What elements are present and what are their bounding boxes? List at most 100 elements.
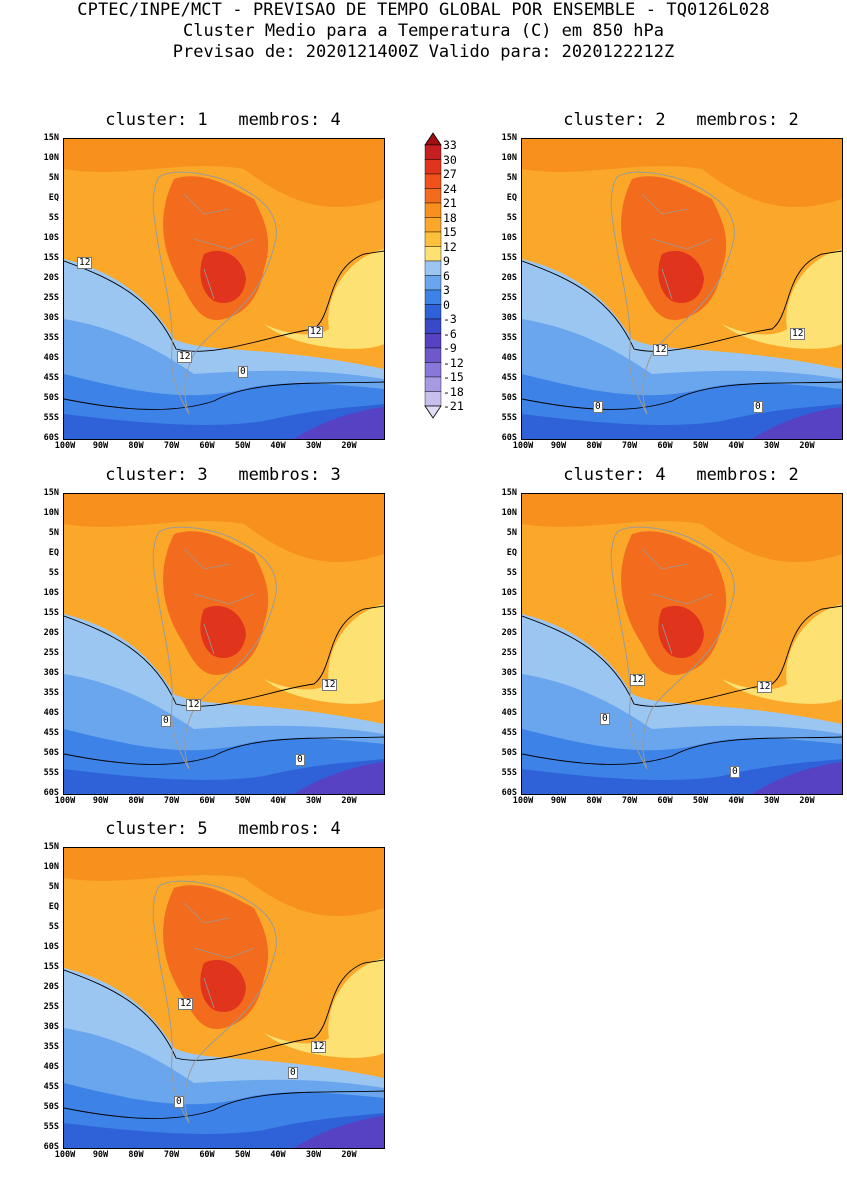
lon-tick-label: 100W (512, 796, 534, 806)
lat-tick-label: 10S (501, 233, 517, 243)
lat-tick-label: 15S (501, 608, 517, 618)
contour-12 (522, 605, 842, 707)
lat-tick-label: 55S (501, 768, 517, 778)
colorbar-label: 30 (443, 152, 457, 167)
colorbar-swatch (424, 391, 442, 407)
lat-tick-label: 10S (43, 233, 59, 243)
lon-tick-label: 80W (128, 1150, 144, 1160)
lat-tick-label: 15S (43, 608, 59, 618)
lon-tick-label: 40W (270, 441, 286, 451)
lat-tick-label: 15N (43, 842, 59, 852)
field-frigid-band (64, 1113, 384, 1148)
cluster-panel-2: cluster: 2 membros: 2 15N 10N 5N EQ 5S 10S 15S 2… (502, 110, 847, 478)
cluster-panel-4: cluster: 4 membros: 2 15N 10N 5N EQ 5S 10S 15S 2… (502, 465, 847, 833)
field-mild-band (264, 958, 384, 1058)
colorbar-ramp (424, 132, 442, 419)
lat-tick-label: 30S (43, 313, 59, 323)
colorbar-swatch (424, 275, 442, 291)
colorbar-top-arrow (424, 132, 442, 146)
colorbar-swatch (424, 376, 442, 392)
lon-tick-label: 60W (657, 796, 673, 806)
lon-tick-label: 100W (54, 796, 76, 806)
contour-12 (64, 959, 384, 1061)
lat-tick-label: 50S (501, 748, 517, 758)
colorbar-label: -6 (443, 326, 457, 341)
map-field (64, 848, 384, 1148)
field-frigid-band (64, 759, 384, 794)
field-hot-band (64, 848, 384, 917)
lat-tick-label: 50S (43, 1102, 59, 1112)
contour-label: 12 (308, 326, 324, 338)
lat-tick-label: 50S (43, 748, 59, 758)
lat-tick-label: 25S (43, 293, 59, 303)
colorbar-label: 15 (443, 225, 457, 239)
lat-tick-label: 15S (43, 962, 59, 972)
colorbar-label: -9 (443, 341, 457, 355)
lat-tick-label: 5S (48, 568, 59, 578)
colorbar-label: 0 (443, 297, 450, 312)
lat-tick-label: 5N (48, 173, 59, 183)
field-core-hot (200, 605, 246, 658)
contour-0 (64, 1090, 384, 1119)
lon-tick-label: 30W (763, 796, 780, 806)
lat-tick-label: 20S (43, 273, 59, 283)
contour-label: 12 (186, 699, 202, 711)
lon-tick-label: 30W (763, 441, 780, 451)
lon-tick-label: 70W (621, 441, 638, 451)
lon-tick-label: 50W (234, 796, 251, 806)
field-frigid-band (522, 759, 842, 794)
lat-tick-label: 20S (501, 273, 517, 283)
cluster-panel-5: cluster: 5 membros: 4 15N 10N 5N EQ 5S 10S 15S 2… (44, 819, 447, 1187)
lat-tick-label: 25S (501, 648, 517, 658)
lon-tick-label: 80W (128, 796, 144, 806)
lat-tick-label: 55S (43, 768, 59, 778)
colorbar-swatch (424, 159, 442, 175)
temperature-map (521, 493, 843, 795)
field-mild-band (264, 249, 384, 349)
field-core-hot (200, 250, 246, 303)
lat-tick-label: 25S (43, 1002, 59, 1012)
lat-tick-label: 30S (501, 313, 517, 323)
lat-tick-label: 30S (43, 1022, 59, 1032)
lat-tick-label: EQ (48, 902, 59, 912)
lat-tick-label: 10S (43, 588, 59, 598)
temperature-map (521, 138, 843, 440)
colorbar-label: -12 (443, 355, 464, 370)
colorbar-label: 24 (443, 181, 457, 196)
lon-tick-label: 90W (92, 796, 109, 806)
lat-tick-label: 35S (43, 333, 59, 343)
lat-tick-label: 15S (501, 253, 517, 263)
borders (183, 902, 255, 1009)
map-field (64, 494, 384, 794)
contour-12 (522, 250, 842, 352)
contour-label: 12 (178, 998, 194, 1010)
contour-0 (64, 736, 384, 765)
lat-tick-label: 45S (43, 373, 59, 383)
lon-tick-label: 100W (54, 441, 76, 451)
colorbar-swatch (424, 260, 442, 276)
lat-tick-label: 20S (43, 628, 59, 638)
lat-tick-label: 15N (501, 133, 517, 143)
lon-tick-label: 20W (341, 796, 357, 806)
lon-tick-label: 100W (512, 441, 534, 451)
colorbar-swatch (424, 333, 442, 349)
colorbar-label: 33 (443, 138, 457, 152)
lat-tick-label: EQ (48, 193, 59, 203)
lon-tick-label: 40W (270, 1150, 286, 1160)
contour-label: 0 (753, 401, 763, 413)
contour-label: 12 (630, 674, 646, 686)
lon-tick-label: 100W (54, 1150, 76, 1160)
cluster-title: cluster: 4 membros: 2 (563, 465, 799, 485)
contour-12 (64, 250, 384, 352)
lat-tick-label: 50S (43, 393, 59, 403)
colorbar-label: -18 (443, 384, 464, 399)
lat-tick-label: 50S (501, 393, 517, 403)
colorbar-swatch (424, 246, 442, 262)
field-core-hot (658, 250, 704, 303)
colorbar: 33 30 27 24 21 18 15 12 9 6 3 0 -3 -6 -9 -12 -15 -18 -21 (424, 132, 484, 443)
lat-tick-label: 10N (43, 508, 59, 518)
lat-tick-label: 10S (501, 588, 517, 598)
colorbar-label: 27 (443, 167, 457, 181)
lat-tick-label: 60S (43, 1142, 59, 1152)
coastline (152, 171, 277, 415)
